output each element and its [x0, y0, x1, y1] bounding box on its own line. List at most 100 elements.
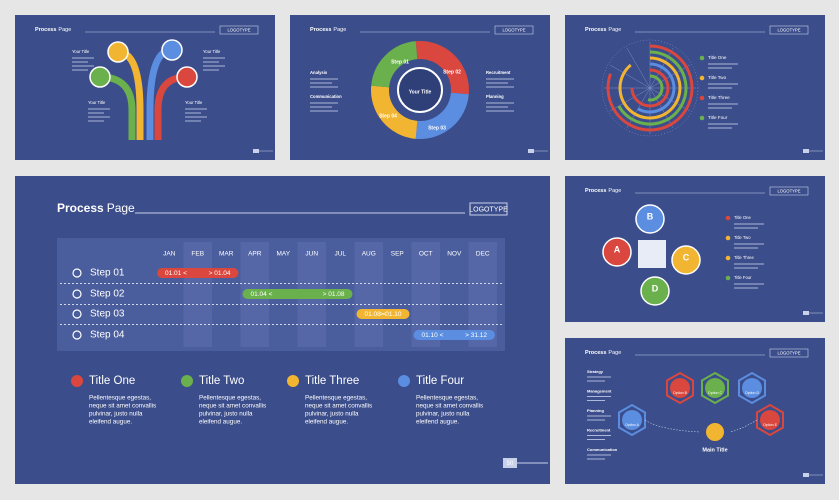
branch-node	[89, 66, 111, 88]
month-label: JUN	[305, 251, 318, 258]
legend-title: Title One	[89, 375, 135, 387]
hex-outline	[618, 403, 646, 437]
slide	[565, 338, 825, 484]
radial-arc	[618, 56, 682, 120]
slide-title: Process Page	[310, 27, 346, 33]
step-label: Step 02	[443, 69, 461, 75]
legend-text: eleifend augue.	[89, 419, 132, 426]
step-bar	[157, 268, 239, 278]
legend-title: Title Two	[199, 375, 244, 387]
radial-arc	[630, 68, 670, 108]
side-label: Communication	[310, 94, 342, 99]
logo-box	[219, 25, 259, 35]
logo-box	[469, 202, 508, 216]
step-bar	[356, 309, 410, 319]
title-accent: Page	[58, 27, 71, 33]
step-start: 01.10 <	[422, 332, 444, 339]
branch-node	[107, 41, 129, 63]
legend-text: Pellentesque egestas,	[416, 395, 478, 402]
title-main: Process	[57, 201, 104, 215]
title-dot	[725, 275, 731, 281]
page-number: 50	[507, 461, 514, 467]
legend-text: pulvinar, justo nulla	[416, 411, 470, 418]
month-label: MAR	[219, 251, 234, 258]
month-label: AUG	[362, 251, 376, 258]
step-label: Step 01	[90, 268, 125, 279]
cycle-segment	[415, 92, 469, 139]
page-number-box	[803, 311, 809, 315]
side-label: Management	[587, 389, 612, 394]
hex-core	[622, 410, 642, 430]
connector	[644, 419, 758, 433]
logo: LOGOTYPE	[777, 350, 800, 355]
month-label: DEC	[476, 251, 490, 258]
logo-box	[494, 25, 534, 35]
item-title: Title One	[708, 55, 727, 60]
branch-node	[176, 66, 198, 88]
legend-dot	[287, 375, 299, 387]
step-label: Step 03	[428, 125, 446, 131]
title-dot	[725, 255, 731, 261]
month-label: JUL	[334, 251, 346, 258]
title-main: Process	[585, 27, 606, 33]
legend-text: eleifend augue.	[199, 419, 242, 426]
step-label: Step 03	[90, 309, 125, 320]
hex-core	[705, 378, 725, 398]
month-column	[468, 242, 497, 347]
legend-dot	[71, 375, 83, 387]
hex-outline	[666, 371, 694, 405]
legend-text: Pellentesque egestas,	[199, 395, 261, 402]
page-number-box	[803, 149, 809, 153]
radial-arc	[617, 50, 688, 126]
title-accent: Page	[608, 350, 621, 356]
piece-letter: B	[647, 211, 654, 221]
legend-title: Title Three	[305, 375, 359, 387]
legend-text: pulvinar, justo nulla	[89, 411, 143, 418]
legend-text: Pellentesque egestas,	[305, 395, 367, 402]
piece-letter: A	[614, 244, 621, 254]
title-accent: Page	[107, 201, 135, 215]
branch-title: Your Title	[72, 49, 90, 54]
branch-title: Your Title	[88, 100, 106, 105]
hex-core	[670, 378, 690, 398]
page-number-box	[803, 473, 809, 477]
month-label: JAN	[163, 251, 176, 258]
hex-outline	[756, 403, 784, 437]
logo: LOGOTYPE	[469, 206, 508, 213]
legend-dot	[181, 375, 193, 387]
hex-option: Option D	[745, 391, 760, 395]
legend-title: Title Four	[416, 375, 464, 387]
logo-box	[769, 348, 809, 358]
item-title: Title Four	[708, 115, 728, 120]
step-label: Step 02	[90, 289, 125, 300]
month-label: MAY	[276, 251, 290, 258]
title-dot	[699, 75, 705, 81]
hex-outline	[701, 371, 729, 405]
step-label: Step 04	[379, 113, 397, 119]
hex-core	[742, 378, 762, 398]
radial-spoke	[610, 64, 651, 89]
month-label: OCT	[419, 251, 433, 258]
cycle-segment	[415, 41, 469, 95]
cycle-segment	[371, 85, 418, 139]
legend-text: pulvinar, justo nulla	[199, 411, 253, 418]
logo-box	[769, 25, 809, 35]
step-end: > 01.08	[323, 291, 345, 298]
branch-title: Your Title	[203, 49, 221, 54]
title-dot	[725, 235, 731, 241]
piece-letter: C	[683, 252, 690, 262]
side-label: Strategy	[587, 369, 604, 374]
legend-text: pulvinar, justo nulla	[305, 411, 359, 418]
title-dot	[699, 55, 705, 61]
item-title: Title Three	[708, 95, 730, 100]
hex-option: Option B	[673, 391, 688, 395]
item-title: Title Four	[734, 275, 752, 280]
hex-outline	[738, 371, 766, 405]
radial-spoke	[626, 48, 651, 89]
page-number-box	[503, 458, 517, 468]
puzzle-piece	[640, 276, 670, 306]
puzzle-piece	[671, 245, 701, 275]
slide	[15, 15, 275, 160]
logo: LOGOTYPE	[227, 27, 250, 32]
